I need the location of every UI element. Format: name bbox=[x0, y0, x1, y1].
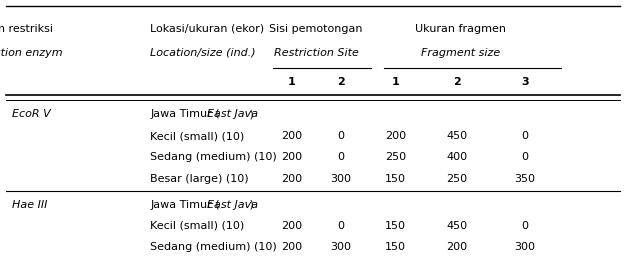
Text: 300: 300 bbox=[330, 242, 351, 252]
Text: 1: 1 bbox=[288, 77, 295, 87]
Text: Restriction enzym: Restriction enzym bbox=[0, 48, 63, 58]
Text: 0: 0 bbox=[521, 221, 528, 231]
Text: Jawa Timur (: Jawa Timur ( bbox=[150, 199, 220, 209]
Text: 0: 0 bbox=[521, 131, 528, 141]
Text: 200: 200 bbox=[385, 131, 406, 141]
Text: 0: 0 bbox=[337, 221, 344, 231]
Text: Besar (large) (10): Besar (large) (10) bbox=[150, 174, 249, 184]
Text: 200: 200 bbox=[281, 131, 302, 141]
Text: East Java: East Java bbox=[207, 199, 258, 209]
Text: Sedang (medium) (10): Sedang (medium) (10) bbox=[150, 242, 277, 252]
Text: 200: 200 bbox=[281, 221, 302, 231]
Text: 300: 300 bbox=[330, 174, 351, 184]
Text: 400: 400 bbox=[446, 152, 468, 162]
Text: Restriction Site: Restriction Site bbox=[274, 48, 359, 58]
Text: 3: 3 bbox=[521, 77, 528, 87]
Text: Sisi pemotongan: Sisi pemotongan bbox=[269, 24, 363, 34]
Text: 200: 200 bbox=[281, 152, 302, 162]
Text: 450: 450 bbox=[446, 221, 468, 231]
Text: Lokasi/ukuran (ekor): Lokasi/ukuran (ekor) bbox=[150, 24, 265, 34]
Text: 200: 200 bbox=[281, 174, 302, 184]
Text: EcoR V: EcoR V bbox=[13, 109, 51, 119]
Text: 2: 2 bbox=[337, 77, 344, 87]
Text: 250: 250 bbox=[385, 152, 406, 162]
Text: 150: 150 bbox=[386, 221, 406, 231]
Text: 200: 200 bbox=[281, 242, 302, 252]
Text: Ukuran fragmen: Ukuran fragmen bbox=[415, 24, 506, 34]
Text: East Java: East Java bbox=[207, 109, 258, 119]
Text: 300: 300 bbox=[514, 242, 535, 252]
Text: 250: 250 bbox=[446, 174, 468, 184]
Text: 0: 0 bbox=[337, 152, 344, 162]
Text: 150: 150 bbox=[386, 174, 406, 184]
Text: 2: 2 bbox=[453, 77, 461, 87]
Text: Sedang (medium) (10): Sedang (medium) (10) bbox=[150, 152, 277, 162]
Text: Location/size (ind.): Location/size (ind.) bbox=[150, 48, 256, 58]
Text: 1: 1 bbox=[392, 77, 399, 87]
Text: ): ) bbox=[245, 199, 254, 209]
Text: 0: 0 bbox=[337, 131, 344, 141]
Text: Jawa Timur (: Jawa Timur ( bbox=[150, 109, 220, 119]
Text: 200: 200 bbox=[446, 242, 468, 252]
Text: Hae III: Hae III bbox=[13, 199, 48, 209]
Text: Kecil (small) (10): Kecil (small) (10) bbox=[150, 221, 245, 231]
Text: Enzim restriksi: Enzim restriksi bbox=[0, 24, 53, 34]
Text: 150: 150 bbox=[386, 242, 406, 252]
Text: 0: 0 bbox=[521, 152, 528, 162]
Text: 350: 350 bbox=[514, 174, 535, 184]
Text: Kecil (small) (10): Kecil (small) (10) bbox=[150, 131, 245, 141]
Text: 450: 450 bbox=[446, 131, 468, 141]
Text: Fragment size: Fragment size bbox=[421, 48, 500, 58]
Text: ): ) bbox=[245, 109, 254, 119]
